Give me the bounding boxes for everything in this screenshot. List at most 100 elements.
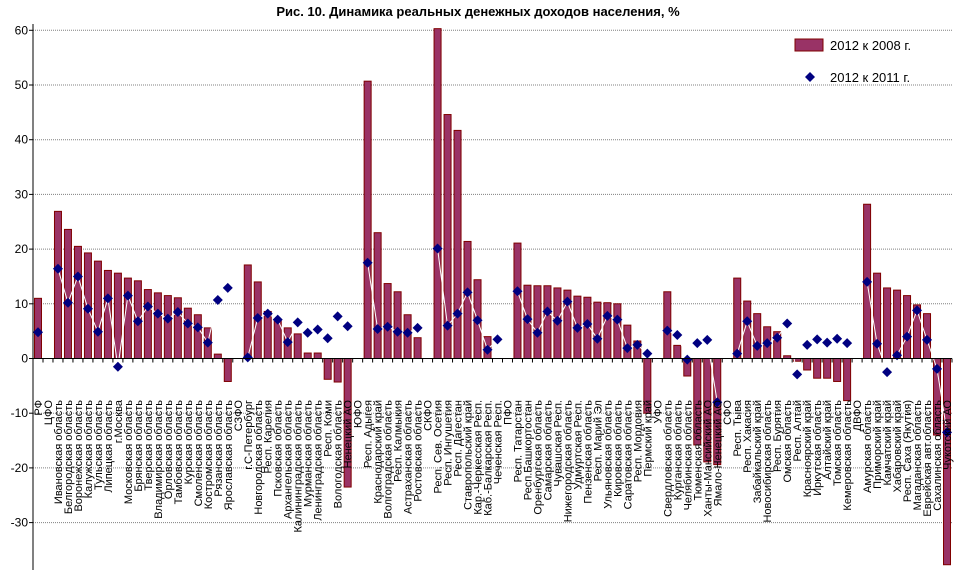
bar: [303, 352, 312, 359]
category-label: Тульская область: [93, 400, 105, 490]
diamond-point: [342, 321, 353, 332]
bar: [543, 285, 552, 359]
diamond-point: [72, 271, 83, 282]
y-axis-ticks: 60 50 40 30 20 10 0 -10 -20 -30: [11, 23, 29, 529]
diamond-point: [792, 369, 803, 380]
category-label: Курганская область: [672, 400, 684, 501]
bar: [93, 260, 102, 359]
category-label: Московская область: [123, 400, 135, 504]
category-label: Хабаровский край: [892, 400, 904, 492]
category-label: Архангельская область: [283, 400, 295, 519]
bar: [293, 333, 302, 360]
category-label: Респ. Мордовия: [632, 400, 644, 482]
category-label: Иркутская область: [812, 400, 824, 496]
category-label: Респ. Тыва: [732, 399, 744, 456]
diamond-point: [672, 329, 683, 340]
bar: [663, 291, 672, 359]
diamond-point: [932, 363, 943, 374]
category-label: г.С-Петербург: [243, 400, 255, 470]
diamond-point: [892, 350, 903, 361]
bar: [533, 285, 542, 359]
category-label: Вологодская область: [333, 400, 345, 509]
category-label: Камчатский край: [882, 400, 894, 485]
category-label: Респ. Бурятия: [772, 400, 784, 472]
category-label: Респ. Калмыкия: [393, 400, 405, 482]
category-label: Ненецкий АО: [343, 400, 355, 469]
line-series: [32, 243, 953, 438]
category-label: СФО: [722, 400, 734, 425]
category-label: Каб.-Балкарская Респ.: [483, 400, 495, 516]
diamond-point: [862, 276, 873, 287]
category-label: Ивановская область: [53, 400, 65, 504]
diamond-point: [172, 307, 183, 318]
category-label: Ульяновская область: [602, 400, 614, 509]
category-label: Липецкая область: [103, 400, 115, 493]
diamond-point: [272, 314, 283, 325]
category-label: Смоленская область: [193, 400, 205, 507]
diamond-point: [302, 327, 313, 338]
category-label: Орловская область: [163, 400, 175, 499]
bar: [843, 358, 852, 402]
diamond-point: [612, 314, 623, 325]
category-label: Алтайский край: [822, 400, 834, 480]
category-label: г.Москва: [113, 399, 125, 443]
chart-title: Рис. 10. Динамика реальных денежных дохо…: [276, 4, 680, 19]
category-label: Амурская область: [862, 400, 874, 493]
bar: [453, 129, 462, 359]
diamond-point: [472, 315, 483, 326]
diamond-point: [682, 354, 693, 365]
diamond-point: [132, 316, 143, 327]
diamond-point: [372, 323, 383, 334]
category-label: ПФО: [502, 400, 514, 425]
category-label: Респ. Хакасия: [742, 400, 754, 473]
y-tick-label: 10: [15, 297, 29, 311]
category-label: Респ. Саха (Якутия): [902, 400, 914, 502]
y-tick-label: 0: [21, 352, 28, 366]
diamond-point: [912, 305, 923, 316]
category-label: Воронежская область: [73, 400, 85, 512]
legend-bar-swatch: [794, 38, 824, 52]
bar: [673, 344, 682, 360]
diamond-point: [202, 337, 213, 348]
diamond-point: [662, 325, 673, 336]
category-label: Респ. Дагестан: [453, 400, 465, 477]
bar: [193, 314, 202, 359]
bar: [413, 337, 422, 359]
diamond-point: [602, 310, 613, 321]
diamond-point: [402, 327, 413, 338]
category-label: Новосибирская область: [762, 400, 774, 523]
diamond-point: [702, 334, 713, 345]
legend: 2012 к 2008 г. 2012 к 2011 г.: [794, 38, 911, 85]
category-label: Свердловская область: [662, 400, 674, 517]
bar: [123, 277, 132, 359]
category-label: Кемеровская область: [842, 400, 854, 511]
series-connector-line: [57, 268, 229, 367]
diamond-point: [762, 338, 773, 349]
category-label: Магаданская область: [912, 400, 924, 511]
y-tick-label: -20: [11, 461, 29, 475]
category-label: Астраханская область: [403, 400, 415, 514]
bar: [73, 245, 82, 360]
diamond-point: [192, 322, 203, 333]
category-label: Ленинградская область: [313, 400, 325, 521]
diamond-point: [782, 318, 793, 329]
bar: [833, 358, 842, 382]
diamond-point: [162, 313, 173, 324]
category-label: Омская область: [782, 400, 794, 483]
diamond-point: [572, 322, 583, 333]
y-tick-label: 50: [15, 78, 29, 92]
diamond-point: [482, 344, 493, 355]
diamond-point: [902, 331, 913, 342]
category-label: Респ. Карелия: [263, 400, 275, 473]
category-label: Белгородская область: [63, 400, 75, 514]
y-tick-label: 20: [15, 242, 29, 256]
bar: [363, 80, 372, 360]
diamond-point: [252, 313, 263, 324]
category-label: СЗФО: [233, 400, 245, 432]
diamond-point: [452, 308, 463, 319]
diamond-point: [582, 319, 593, 330]
bar: [223, 358, 232, 382]
diamond-point: [32, 327, 43, 338]
diamond-point: [642, 348, 653, 359]
